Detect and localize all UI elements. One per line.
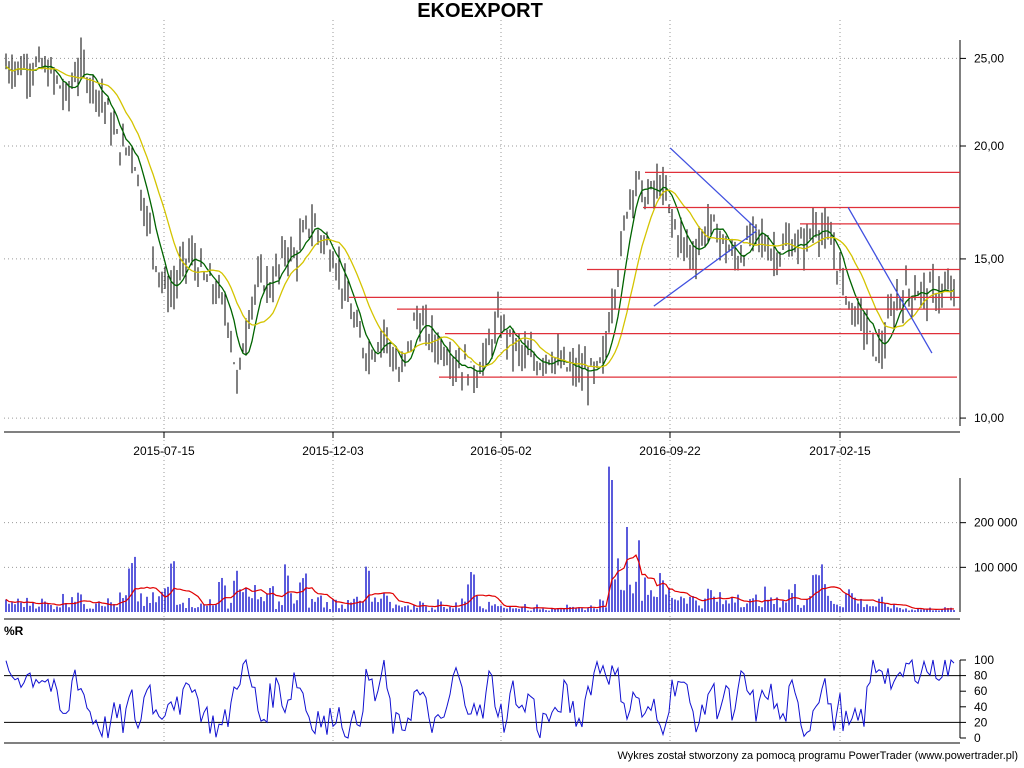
footer-credit: Wykres został stworzony za pomocą progra…: [617, 750, 1018, 762]
x-tick-label: 2016-09-22: [639, 444, 701, 458]
williams-r-line: [5, 658, 955, 739]
wr-tick-label: 40: [974, 700, 988, 714]
x-tick-label: 2017-02-15: [809, 444, 871, 458]
trendline: [669, 147, 757, 230]
volume-tick-label: 200 000: [974, 516, 1018, 530]
x-tick-label: 2015-12-03: [302, 444, 364, 458]
y-tick-label: 25,00: [974, 51, 1004, 65]
x-tick-label: 2016-05-02: [470, 444, 532, 458]
wr-tick-label: 20: [974, 715, 988, 729]
y-tick-label: 20,00: [974, 139, 1004, 153]
trendline: [653, 230, 757, 307]
wr-panel-label: %R: [4, 624, 24, 638]
volume-moving-average-line: [5, 554, 955, 611]
wr-tick-label: 100: [974, 653, 994, 667]
x-tick-label: 2015-07-15: [133, 444, 195, 458]
trendline: [847, 207, 933, 354]
slow-moving-average-line: [5, 65, 955, 368]
fast-moving-average-line: [5, 65, 955, 372]
wr-tick-label: 80: [974, 669, 988, 683]
chart-title: EKOEXPORT: [417, 0, 543, 22]
volume-tick-label: 100 000: [974, 560, 1018, 574]
wr-tick-label: 60: [974, 684, 988, 698]
wr-tick-label: 0: [974, 731, 981, 745]
y-tick-label: 10,00: [974, 411, 1004, 425]
y-tick-label: 15,00: [974, 252, 1004, 266]
